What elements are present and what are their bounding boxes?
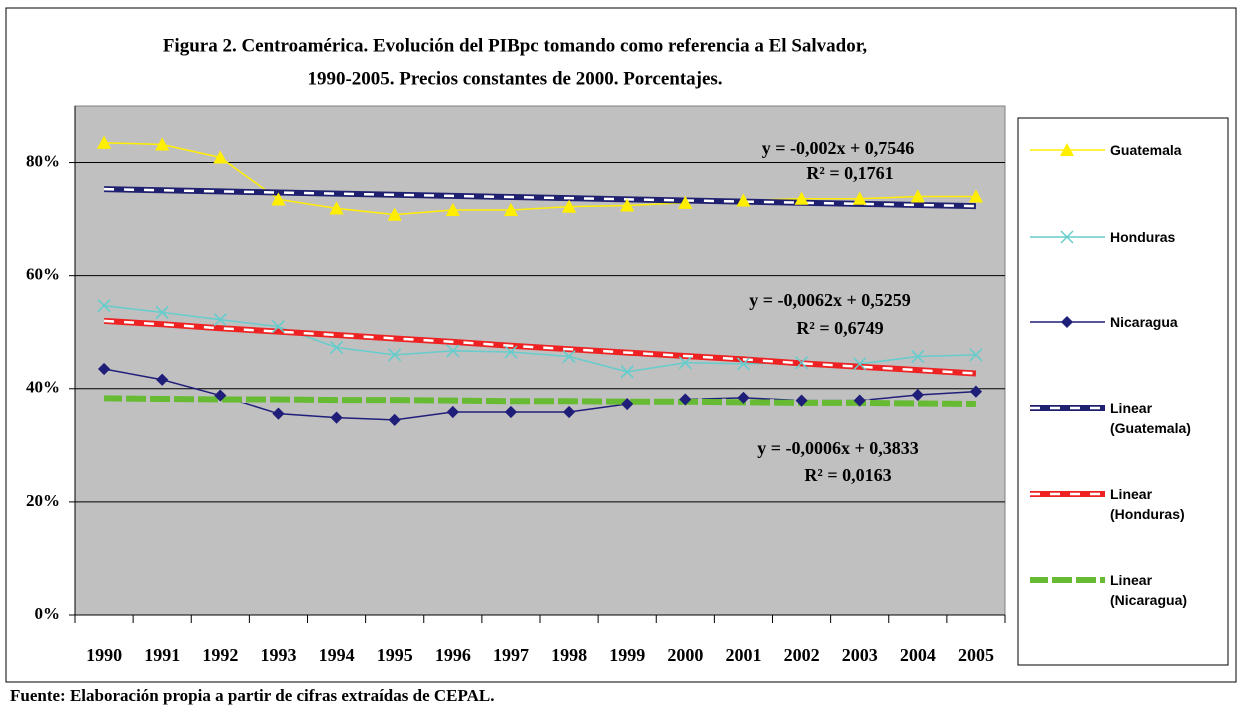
x-tick-label: 1992 <box>202 645 238 665</box>
marker <box>504 345 518 359</box>
marker <box>446 344 460 358</box>
chart-title: 1990-2005. Precios constantes de 2000. P… <box>307 68 722 89</box>
trend-dash <box>104 187 976 208</box>
x-tick-label: 2004 <box>900 645 936 665</box>
marker <box>795 356 809 370</box>
marker <box>330 340 344 355</box>
source-note: Fuente: Elaboración propia a partir de c… <box>10 686 494 705</box>
y-tick-label: 20% <box>26 491 60 510</box>
x-tick-label: 1991 <box>144 645 180 665</box>
marker <box>271 320 285 334</box>
marker <box>737 391 750 404</box>
x-tick-label: 1994 <box>319 645 355 665</box>
marker <box>155 137 170 151</box>
marker <box>272 407 285 420</box>
marker <box>678 356 692 370</box>
series-line <box>104 142 976 216</box>
marker <box>562 199 577 213</box>
marker <box>969 385 982 398</box>
marker <box>445 203 460 217</box>
marker <box>620 365 634 379</box>
legend-label: Honduras <box>1110 229 1176 245</box>
legend-label: Linear (Honduras) <box>1110 486 1185 522</box>
marker <box>1061 316 1073 328</box>
x-tick-label: 2003 <box>842 645 878 665</box>
trend-equation: y = -0,002x + 0,7546 <box>762 138 915 158</box>
x-tick-label: 1990 <box>86 645 122 665</box>
x-tick-label: 1995 <box>377 645 413 665</box>
legend-label: Nicaragua <box>1110 314 1178 330</box>
x-tick-label: 1998 <box>551 645 587 665</box>
marker <box>155 305 169 319</box>
marker <box>563 405 576 418</box>
marker <box>679 393 692 406</box>
marker <box>852 191 867 205</box>
legend-box <box>1017 117 1229 666</box>
trend-equation: R² = 0,0163 <box>804 465 891 485</box>
marker <box>97 135 112 149</box>
marker <box>503 203 518 217</box>
x-tick-label: 1993 <box>260 645 296 665</box>
marker <box>97 299 111 313</box>
marker <box>795 394 808 407</box>
marker <box>213 313 227 327</box>
marker <box>678 195 693 209</box>
marker <box>736 193 751 207</box>
trend-equation: y = -0,0062x + 0,5259 <box>749 290 911 310</box>
marker <box>1060 230 1074 244</box>
marker <box>969 348 983 362</box>
marker <box>329 201 344 215</box>
trend-equation: R² = 0,1761 <box>806 163 893 183</box>
x-tick-label: 2000 <box>667 645 703 665</box>
y-tick-label: 60% <box>26 265 60 284</box>
marker <box>853 357 867 371</box>
trend-dash <box>103 319 977 375</box>
x-tick-label: 1996 <box>435 645 471 665</box>
marker <box>387 207 402 221</box>
trend-equation: R² = 0,6749 <box>796 318 883 338</box>
marker <box>911 388 924 401</box>
x-tick-label: 2005 <box>958 645 994 665</box>
trend-equation: y = -0,0006x + 0,3833 <box>757 438 919 458</box>
marker <box>388 348 402 362</box>
marker <box>1060 143 1074 156</box>
marker <box>504 405 517 418</box>
marker <box>213 150 228 164</box>
legend-label: Guatemala <box>1110 142 1182 158</box>
marker <box>271 192 286 206</box>
x-tick-label: 1999 <box>609 645 645 665</box>
marker <box>562 350 576 364</box>
marker <box>911 350 925 364</box>
marker <box>330 411 343 424</box>
x-tick-label: 2002 <box>784 645 820 665</box>
marker <box>156 373 169 386</box>
marker <box>620 198 635 212</box>
marker <box>910 189 925 203</box>
legend-label: Linear (Nicaragua) <box>1110 572 1188 608</box>
marker <box>98 362 111 375</box>
x-tick-label: 2001 <box>725 645 761 665</box>
marker <box>794 191 809 205</box>
chart-title: Figura 2. Centroamérica. Evolución del P… <box>163 35 868 56</box>
marker <box>968 189 983 203</box>
trend-line <box>104 395 976 408</box>
legend-label: Linear (Guatemala) <box>1110 400 1191 436</box>
marker <box>388 413 401 426</box>
y-tick-label: 0% <box>35 604 61 623</box>
x-tick-label: 1997 <box>493 645 529 665</box>
y-tick-label: 40% <box>26 378 60 397</box>
y-tick-label: 80% <box>26 151 60 170</box>
marker <box>214 389 227 402</box>
marker <box>446 405 459 418</box>
marker <box>853 394 866 407</box>
marker <box>621 398 634 411</box>
marker <box>736 357 750 371</box>
